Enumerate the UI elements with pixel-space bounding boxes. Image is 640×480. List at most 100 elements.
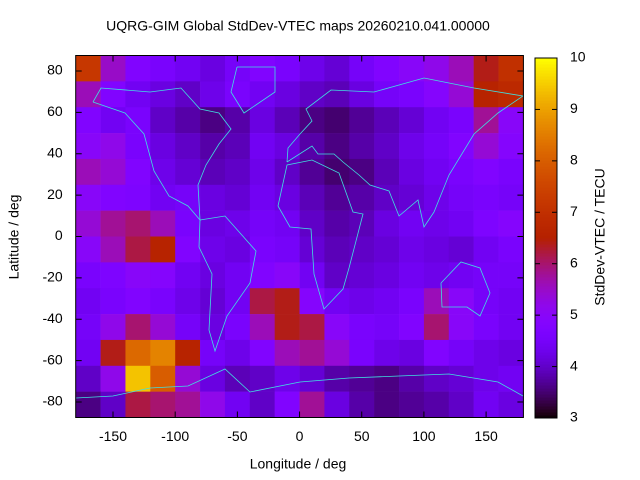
heatmap-cell bbox=[274, 339, 300, 367]
heatmap-cell bbox=[399, 391, 425, 418]
colorbar-gradient bbox=[535, 313, 557, 317]
heatmap-cell bbox=[75, 210, 101, 237]
heatmap-cell bbox=[324, 107, 350, 134]
colorbar-gradient bbox=[535, 340, 557, 344]
colorbar-gradient bbox=[535, 289, 557, 293]
heatmap-cell bbox=[374, 158, 400, 186]
heatmap-cell bbox=[324, 288, 350, 315]
heatmap-cell bbox=[75, 107, 101, 134]
heatmap-cell bbox=[299, 81, 325, 108]
heatmap-cell bbox=[274, 236, 300, 263]
colorbar-gradient bbox=[535, 310, 557, 314]
colorbar-gradient bbox=[535, 316, 557, 320]
colorbar-gradient bbox=[535, 118, 557, 122]
coastline bbox=[440, 261, 491, 317]
heatmap-cell bbox=[374, 81, 400, 108]
x-tick-label: -50 bbox=[227, 428, 247, 444]
heatmap-cell bbox=[75, 55, 101, 82]
heatmap-cell bbox=[473, 314, 499, 341]
heatmap-cell bbox=[374, 262, 400, 289]
heatmap-cell bbox=[100, 314, 126, 341]
heatmap-cell bbox=[249, 391, 275, 418]
colorbar-gradient bbox=[535, 304, 557, 308]
heatmap-cell bbox=[324, 184, 350, 211]
colorbar-gradient bbox=[535, 160, 557, 164]
heatmap-cell bbox=[75, 391, 101, 418]
colorbar-gradient bbox=[535, 199, 557, 203]
heatmap-cell bbox=[200, 339, 226, 367]
heatmap-cell bbox=[299, 365, 325, 392]
heatmap-cell bbox=[349, 365, 375, 392]
heatmap-cell bbox=[473, 184, 499, 211]
heatmap-cell bbox=[75, 158, 101, 186]
x-tick-label: 100 bbox=[412, 428, 436, 444]
colorbar-gradient bbox=[535, 214, 557, 218]
colorbar-gradient bbox=[535, 94, 557, 98]
colorbar-gradient bbox=[535, 88, 557, 92]
colorbar-gradient bbox=[535, 112, 557, 116]
heatmap-cell bbox=[473, 236, 499, 263]
heatmap-cell bbox=[150, 184, 176, 211]
heatmap-cell bbox=[349, 262, 375, 289]
colorbar-gradient bbox=[535, 274, 557, 278]
heatmap-cell bbox=[125, 262, 151, 289]
heatmap-cell bbox=[399, 339, 425, 367]
heatmap-cell bbox=[249, 236, 275, 263]
heatmap-cell bbox=[200, 262, 226, 289]
heatmap-cell bbox=[473, 339, 499, 367]
colorbar-gradient bbox=[535, 172, 557, 176]
heatmap-cell bbox=[423, 236, 450, 263]
heatmap-cell bbox=[249, 288, 275, 315]
colorbar-gradient bbox=[535, 256, 557, 260]
heatmap-cell bbox=[448, 391, 474, 418]
heatmap-cell bbox=[324, 236, 350, 263]
heatmap-cell bbox=[498, 133, 524, 160]
colorbar-gradient bbox=[535, 178, 557, 182]
heatmap-cell bbox=[125, 210, 151, 237]
chart-title: UQRG-GIM Global StdDev-VTEC maps 2026021… bbox=[106, 18, 490, 34]
heatmap-cell bbox=[125, 107, 151, 134]
colorbar-gradient bbox=[535, 373, 557, 377]
colorbar-gradient bbox=[535, 97, 557, 101]
heatmap-cell bbox=[448, 107, 474, 134]
colorbar-gradient bbox=[535, 382, 557, 386]
heatmap-cell bbox=[399, 210, 425, 237]
heatmap-cell bbox=[249, 210, 275, 237]
heatmap-cell bbox=[150, 133, 176, 160]
heatmap-cell bbox=[75, 314, 101, 341]
heatmap-cell bbox=[150, 391, 176, 418]
heatmap-cell bbox=[299, 210, 325, 237]
heatmap-cell bbox=[324, 339, 350, 367]
heatmap-cell bbox=[100, 107, 126, 134]
colorbar-gradient bbox=[535, 181, 557, 185]
heatmap-cell bbox=[75, 262, 101, 289]
heatmap-cell bbox=[224, 262, 251, 289]
colorbar-gradient bbox=[535, 127, 557, 131]
heatmap-cell bbox=[125, 81, 151, 108]
colorbar-gradient bbox=[535, 376, 557, 380]
colorbar-gradient bbox=[535, 169, 557, 173]
heatmap-cell bbox=[349, 184, 375, 211]
heatmap-cell bbox=[374, 236, 400, 263]
heatmap-cell bbox=[150, 314, 176, 341]
heatmap-cell bbox=[374, 365, 400, 392]
heatmap-cell bbox=[324, 133, 350, 160]
heatmap-cell bbox=[249, 184, 275, 211]
heatmap-cell bbox=[324, 262, 350, 289]
colorbar-gradient bbox=[535, 208, 557, 212]
colorbar-gradient bbox=[535, 337, 557, 341]
heatmap-cell bbox=[448, 339, 474, 367]
heatmap-cell bbox=[150, 158, 176, 186]
heatmap-cell bbox=[274, 55, 300, 82]
heatmap-cell bbox=[224, 133, 251, 160]
coastline bbox=[92, 87, 232, 222]
heatmap-cell bbox=[175, 210, 201, 237]
heatmap-cell bbox=[150, 81, 176, 108]
heatmap-cell bbox=[274, 81, 300, 108]
colorbar-gradient bbox=[535, 184, 557, 188]
heatmap-cell bbox=[125, 339, 151, 367]
colorbar-frame bbox=[534, 57, 558, 419]
heatmap-cell bbox=[150, 210, 176, 237]
colorbar-gradient bbox=[535, 205, 557, 209]
heatmap-cell bbox=[249, 339, 275, 367]
